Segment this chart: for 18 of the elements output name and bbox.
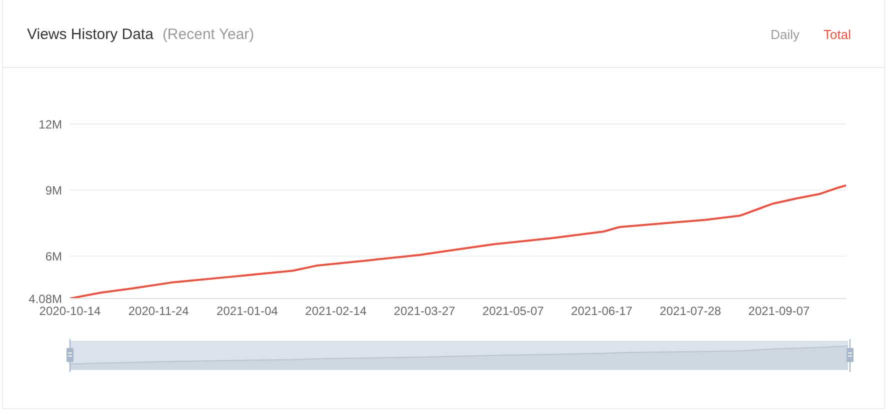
chart-title: Views History Data <box>27 26 154 42</box>
y-tick-label: 12M <box>38 117 62 132</box>
text: Total <box>824 26 851 42</box>
line-series <box>70 184 846 298</box>
y-tick-label: 9M <box>45 183 62 198</box>
x-tick-label: 2020-10-14 <box>39 304 102 318</box>
x-tick-label: 2021-07-28 <box>660 304 722 318</box>
y-tick-label: 6M <box>45 249 62 264</box>
text: Daily <box>770 26 800 42</box>
chart-subtitle: (Recent Year) <box>162 26 254 42</box>
x-tick-label: 2021-05-07 <box>482 304 544 318</box>
x-tick-label: 2021-02-14 <box>305 304 367 318</box>
x-tick-label: 2020-11-24 <box>128 304 190 318</box>
x-tick-label: 2021-01-04 <box>216 304 278 318</box>
x-tick-label: 2021-09-07 <box>748 304 810 318</box>
x-tick-label: 2021-06-17 <box>571 304 633 318</box>
x-tick-label: 2021-03-27 <box>394 304 456 318</box>
y-tick-label: 4.08M <box>28 292 62 306</box>
